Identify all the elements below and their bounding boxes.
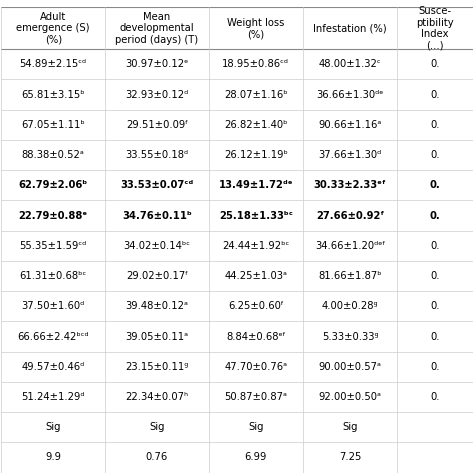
Text: 0.: 0. (429, 210, 440, 220)
Text: 0.: 0. (430, 90, 440, 100)
Text: 25.18±1.33ᵇᶜ: 25.18±1.33ᵇᶜ (219, 210, 293, 220)
Text: 22.79±0.88ᵉ: 22.79±0.88ᵉ (18, 210, 88, 220)
Text: 0.: 0. (430, 59, 440, 69)
Text: 18.95±0.86ᶜᵈ: 18.95±0.86ᶜᵈ (222, 59, 289, 69)
Text: Infestation (%): Infestation (%) (313, 23, 387, 33)
Text: 67.05±1.11ᵇ: 67.05±1.11ᵇ (21, 120, 85, 130)
Text: 65.81±3.15ᵇ: 65.81±3.15ᵇ (21, 90, 85, 100)
Text: 88.38±0.52ᵃ: 88.38±0.52ᵃ (22, 150, 85, 160)
Text: Weight loss
(%): Weight loss (%) (227, 18, 284, 39)
Text: 0.: 0. (430, 301, 440, 311)
Text: 50.87±0.87ᵃ: 50.87±0.87ᵃ (224, 392, 287, 402)
Text: 92.00±0.50ᵃ: 92.00±0.50ᵃ (319, 392, 382, 402)
Text: 34.76±0.11ᵇ: 34.76±0.11ᵇ (122, 210, 192, 220)
Text: 54.89±2.15ᶜᵈ: 54.89±2.15ᶜᵈ (19, 59, 87, 69)
Text: 9.9: 9.9 (45, 453, 61, 463)
Text: 5.33±0.33ᵍ: 5.33±0.33ᵍ (322, 331, 378, 342)
Text: 29.02±0.17ᶠ: 29.02±0.17ᶠ (126, 271, 188, 281)
Text: 62.79±2.06ᵇ: 62.79±2.06ᵇ (18, 180, 88, 191)
Text: 0.: 0. (430, 150, 440, 160)
Text: 32.93±0.12ᵈ: 32.93±0.12ᵈ (125, 90, 189, 100)
Text: 23.15±0.11ᵍ: 23.15±0.11ᵍ (125, 362, 189, 372)
Text: 39.05±0.11ᵃ: 39.05±0.11ᵃ (125, 331, 189, 342)
Text: 7.25: 7.25 (339, 453, 361, 463)
Text: Sig: Sig (46, 422, 61, 432)
Text: 37.50±1.60ᵈ: 37.50±1.60ᵈ (22, 301, 85, 311)
Text: 27.66±0.92ᶠ: 27.66±0.92ᶠ (316, 210, 384, 220)
Text: 33.55±0.18ᵈ: 33.55±0.18ᵈ (125, 150, 189, 160)
Text: 48.00±1.32ᶜ: 48.00±1.32ᶜ (319, 59, 382, 69)
Text: 0.: 0. (429, 180, 440, 191)
Text: 55.35±1.59ᶜᵈ: 55.35±1.59ᶜᵈ (19, 241, 87, 251)
Text: 37.66±1.30ᵈ: 37.66±1.30ᵈ (319, 150, 382, 160)
Text: 6.99: 6.99 (245, 453, 267, 463)
Text: 26.82±1.40ᵇ: 26.82±1.40ᵇ (224, 120, 288, 130)
Text: Mean
developmental
period (days) (T): Mean developmental period (days) (T) (115, 12, 199, 45)
Text: 39.48±0.12ᵃ: 39.48±0.12ᵃ (126, 301, 188, 311)
Text: 30.97±0.12ᵉ: 30.97±0.12ᵉ (125, 59, 189, 69)
Text: 30.33±2.33ᵉᶠ: 30.33±2.33ᵉᶠ (314, 180, 386, 191)
Text: 0.: 0. (430, 331, 440, 342)
Text: Sig: Sig (248, 422, 264, 432)
Text: Sig: Sig (342, 422, 358, 432)
Text: 28.07±1.16ᵇ: 28.07±1.16ᵇ (224, 90, 288, 100)
Text: Sig: Sig (149, 422, 164, 432)
Text: 34.02±0.14ᵇᶜ: 34.02±0.14ᵇᶜ (123, 241, 191, 251)
Text: 0.: 0. (430, 271, 440, 281)
Text: 51.24±1.29ᵈ: 51.24±1.29ᵈ (21, 392, 85, 402)
Text: 90.66±1.16ᵃ: 90.66±1.16ᵃ (319, 120, 382, 130)
Text: 33.53±0.07ᶜᵈ: 33.53±0.07ᶜᵈ (120, 180, 193, 191)
Text: 6.25±0.60ᶠ: 6.25±0.60ᶠ (228, 301, 284, 311)
Text: 22.34±0.07ʰ: 22.34±0.07ʰ (125, 392, 189, 402)
Text: 8.84±0.68ᵉᶠ: 8.84±0.68ᵉᶠ (226, 331, 286, 342)
Text: 49.57±0.46ᵈ: 49.57±0.46ᵈ (22, 362, 85, 372)
Text: 4.00±0.28ᵍ: 4.00±0.28ᵍ (322, 301, 378, 311)
Text: 0.: 0. (430, 120, 440, 130)
Text: 0.76: 0.76 (146, 453, 168, 463)
Text: 61.31±0.68ᵇᶜ: 61.31±0.68ᵇᶜ (19, 271, 87, 281)
Text: 26.12±1.19ᵇ: 26.12±1.19ᵇ (224, 150, 288, 160)
Text: 66.66±2.42ᵇᶜᵈ: 66.66±2.42ᵇᶜᵈ (18, 331, 89, 342)
Text: 44.25±1.03ᵃ: 44.25±1.03ᵃ (224, 271, 287, 281)
Text: Susce-
ptibility
Index
(...): Susce- ptibility Index (...) (416, 6, 454, 51)
Text: 47.70±0.76ᵃ: 47.70±0.76ᵃ (224, 362, 287, 372)
Text: 0.: 0. (430, 392, 440, 402)
Text: Adult
emergence (S)
(%): Adult emergence (S) (%) (17, 12, 90, 45)
Text: 34.66±1.20ᵈᵉᶠ: 34.66±1.20ᵈᵉᶠ (315, 241, 385, 251)
Text: 24.44±1.92ᵇᶜ: 24.44±1.92ᵇᶜ (222, 241, 290, 251)
Text: 81.66±1.87ᵇ: 81.66±1.87ᵇ (318, 271, 382, 281)
Text: 90.00±0.57ᵃ: 90.00±0.57ᵃ (319, 362, 382, 372)
Text: 0.: 0. (430, 241, 440, 251)
Text: 13.49±1.72ᵈᵉ: 13.49±1.72ᵈᵉ (219, 180, 293, 191)
Text: 29.51±0.09ᶠ: 29.51±0.09ᶠ (126, 120, 188, 130)
Text: 36.66±1.30ᵈᵉ: 36.66±1.30ᵈᵉ (316, 90, 384, 100)
Text: 0.: 0. (430, 362, 440, 372)
